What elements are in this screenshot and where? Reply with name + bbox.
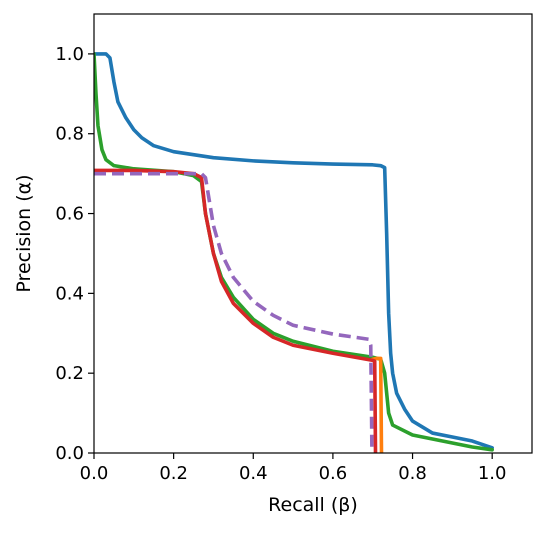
series-lines [94,52,494,453]
series-line-4 [94,168,378,453]
series-line-5 [94,171,374,453]
x-axis-label: Recall (β) [268,494,358,516]
x-tick-label: 0.2 [159,463,188,484]
series-line-1 [94,52,494,450]
y-tick-label: 0.6 [55,204,84,225]
x-tick-label: 0.6 [319,463,348,484]
plot-frame [93,13,533,454]
y-tick-label: 0.8 [55,124,84,145]
x-tick-label: 1.0 [478,463,507,484]
y-tick-label: 0.4 [55,283,84,304]
x-tick-label: 0.4 [239,463,268,484]
y-axis-label: Precision (α) [13,174,35,292]
x-tick-label: 0.8 [398,463,427,484]
axis-ticks: 0.0 0.2 0.4 0.6 0.8 1.0 0.0 0.2 0.4 0.6 0.8 1.0 [55,44,506,484]
y-tick-label: 0.0 [55,443,84,464]
series-line-3 [370,356,384,453]
x-tick-label: 0.0 [80,463,109,484]
y-tick-label: 1.0 [55,44,84,65]
series-line-2 [94,52,494,452]
y-tick-label: 0.2 [55,363,84,384]
